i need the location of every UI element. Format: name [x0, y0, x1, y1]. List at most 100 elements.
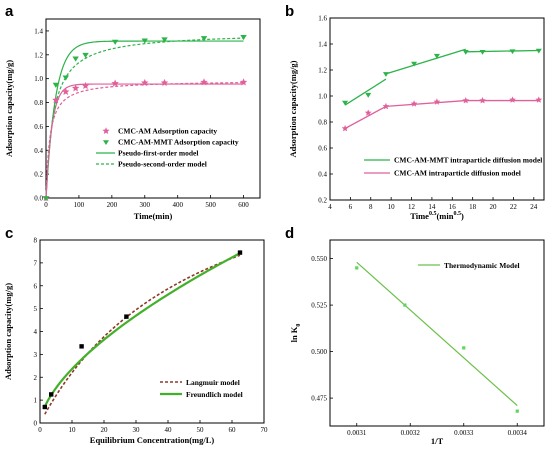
panel-b-cmc-am-mmt-point [509, 49, 516, 55]
panel-b-cmc-am-mmt-point [462, 50, 469, 55]
panel-c-data-point [42, 404, 47, 410]
panel-a-x-tick-label: 600 [238, 201, 249, 209]
panel-b-plot-frame [329, 17, 545, 201]
panel-b-x-tick-label: 14 [428, 203, 436, 211]
panel-a-legend-cmc-am-mmt: CMC-AM-MMT Adsorption capacity [118, 138, 239, 147]
panel-b-cmc-am-point [382, 102, 390, 110]
panel-d-x-tick-label: 0.0032 [401, 429, 421, 437]
panel-a-x-tick-label: 500 [205, 201, 216, 209]
panel-d-x-tick-label: 0.0034 [508, 429, 528, 437]
panel-c-y-tick-label: 5 [34, 305, 38, 313]
panel-b-cmc-am-point [433, 98, 441, 105]
panel-letter-a: a [5, 3, 14, 20]
panel-d-fit-line [356, 261, 518, 406]
panel-b-cmc-am-mmt-point [479, 50, 486, 55]
panel-c-y-axis-label: Adsorption capacity(mg/g) [3, 283, 13, 380]
panel-b-y-tick-label: 0.8 [318, 119, 327, 127]
panel-a-cmc-am-point [200, 78, 208, 86]
panel-c-x-tick-label: 20 [101, 426, 109, 434]
panel-b-cmc-am-mmt-point [342, 100, 349, 106]
panel-b-y-tick-label: 0.6 [318, 145, 327, 153]
panel-a-y-tick-label: 0.6 [34, 123, 43, 131]
panel-d-chart: d 0.0031 0.0032 0.0033 0.0034 0.475 0.500 0.525… [285, 225, 545, 446]
panel-a-legend-pfo: Pseudo-first-order model [118, 149, 198, 158]
panel-a-pfo-curve [45, 40, 244, 199]
panel-a-cmc-am-point [71, 84, 80, 92]
panel-c-model-curve [43, 252, 241, 408]
panel-a-cmc-am-point [52, 96, 60, 104]
panel-d-y-axis-label: ln K0 [289, 324, 302, 343]
panel-b-x-tick-label: 18 [469, 203, 477, 211]
panel-a-cmc-am-point [140, 78, 149, 87]
panel-a-cmc-am-mmt-point [111, 39, 119, 45]
panel-b-cmc-am-mmt-point [433, 53, 440, 59]
panel-d-data-point [515, 409, 519, 413]
panel-b-x-tick-label: 8 [369, 203, 373, 211]
panel-b-cmc-am-mmt-point [411, 61, 418, 67]
panel-d-legend-label: Thermodynamic Model [444, 261, 520, 270]
panel-c-model-curve [44, 254, 241, 415]
panel-a-cmc-am-mmt-point [52, 82, 60, 88]
panel-c-y-tick-label: 2 [34, 374, 38, 382]
panel-a-cmc-am-point [81, 81, 90, 90]
panel-a-pso-curve [45, 37, 244, 199]
panel-c-x-tick-label: 50 [197, 426, 205, 434]
panel-b-cmc-am-mmt-point [535, 48, 542, 54]
panel-letter-d: d [285, 225, 294, 242]
panel-a-x-tick-label: 0 [44, 201, 48, 209]
panel-a-cmc-am-mmt-point [141, 38, 148, 44]
panel-a-legend-marker-cmc-am [102, 127, 110, 135]
panel-a-pso-curve [45, 82, 244, 199]
panel-d-x-tick-label: 0.0033 [454, 429, 474, 437]
panel-c-x-tick-label: 0 [38, 426, 42, 434]
panel-a-cmc-am-mmt-point [82, 52, 89, 58]
panel-b-cmc-am-point [479, 96, 486, 104]
panel-b-x-tick-label: 24 [530, 203, 538, 211]
panel-a-y-tick-label: 0.8 [34, 99, 43, 107]
panel-a-cmc-am-point [239, 78, 248, 86]
panel-b-cmc-am-mmt-point [365, 92, 372, 98]
panel-b-y-tick-label: 1.0 [318, 93, 327, 101]
panel-a-y-tick-label: 0.0 [34, 195, 43, 203]
panel-b-cmc-am-point [509, 96, 516, 103]
panel-a-cmc-am-mmt-point [72, 56, 79, 62]
panel-a-legend-cmc-am: CMC-AM Adsorption capacity [118, 127, 217, 136]
panel-d-y-tick-label: 0.525 [311, 302, 327, 310]
panel-c-data-point [49, 392, 54, 397]
panel-b-chart: b 4 6 8 10 12 14 16 18 20 22 24 0.2 0.4 0.6 0.8 1.0 1.2 1.… [285, 3, 545, 221]
panel-c-y-tick-label: 6 [34, 282, 38, 290]
panel-d-data-point [355, 266, 359, 270]
panel-a-chart: a 0 100 200 300 400 500 600 0.0 0.2 0.4 0.6 0.8 1.0 1.… [4, 3, 261, 221]
panel-d-x-tick-label: 0.0031 [347, 429, 367, 437]
panel-c-y-tick-label: 0 [34, 420, 38, 428]
panel-b-x-tick-label: 4 [328, 203, 332, 211]
panel-a-legend-marker-cmc-am-mmt [103, 140, 109, 145]
panel-c-x-axis-label: Equilibrium Concentration(mg/L) [90, 435, 215, 445]
panel-b-cmc-am-point [535, 96, 543, 103]
panel-a-x-tick-label: 100 [74, 201, 85, 209]
panel-a-cmc-am-point [111, 79, 119, 87]
panel-c-data-point [79, 344, 84, 349]
panel-b-cmc-am-mmt-point [382, 72, 389, 77]
panel-c-data-point [237, 250, 243, 255]
panel-b-legend-label: CMC-AM intraparticle diffusion model [394, 169, 521, 178]
panel-b-y-tick-label: 1.4 [318, 41, 327, 49]
panel-b-x-tick-label: 22 [510, 203, 518, 211]
panel-b-fit-segment [344, 78, 387, 106]
panel-b-x-tick-label: 6 [349, 203, 353, 211]
panel-b-x-tick-label: 12 [408, 203, 416, 211]
panel-a-y-tick-label: 1.2 [34, 51, 43, 59]
panel-d-data-point [462, 346, 466, 350]
panel-a-cmc-am-mmt-point [240, 34, 247, 41]
panel-a-x-tick-label: 200 [107, 201, 118, 209]
panel-c-x-tick-label: 30 [133, 426, 141, 434]
panel-b-cmc-am-point [462, 96, 470, 104]
panel-b-fit-segment [465, 49, 539, 53]
panel-b-fit-segment [385, 99, 466, 108]
panel-b-y-tick-label: 0.2 [318, 197, 327, 205]
panel-c-y-tick-label: 4 [34, 328, 38, 336]
panel-d-y-tick-label: 0.550 [311, 255, 327, 263]
panel-c-legend-label: Langmuir model [186, 378, 240, 387]
panel-a-x-tick-label: 300 [140, 201, 151, 209]
